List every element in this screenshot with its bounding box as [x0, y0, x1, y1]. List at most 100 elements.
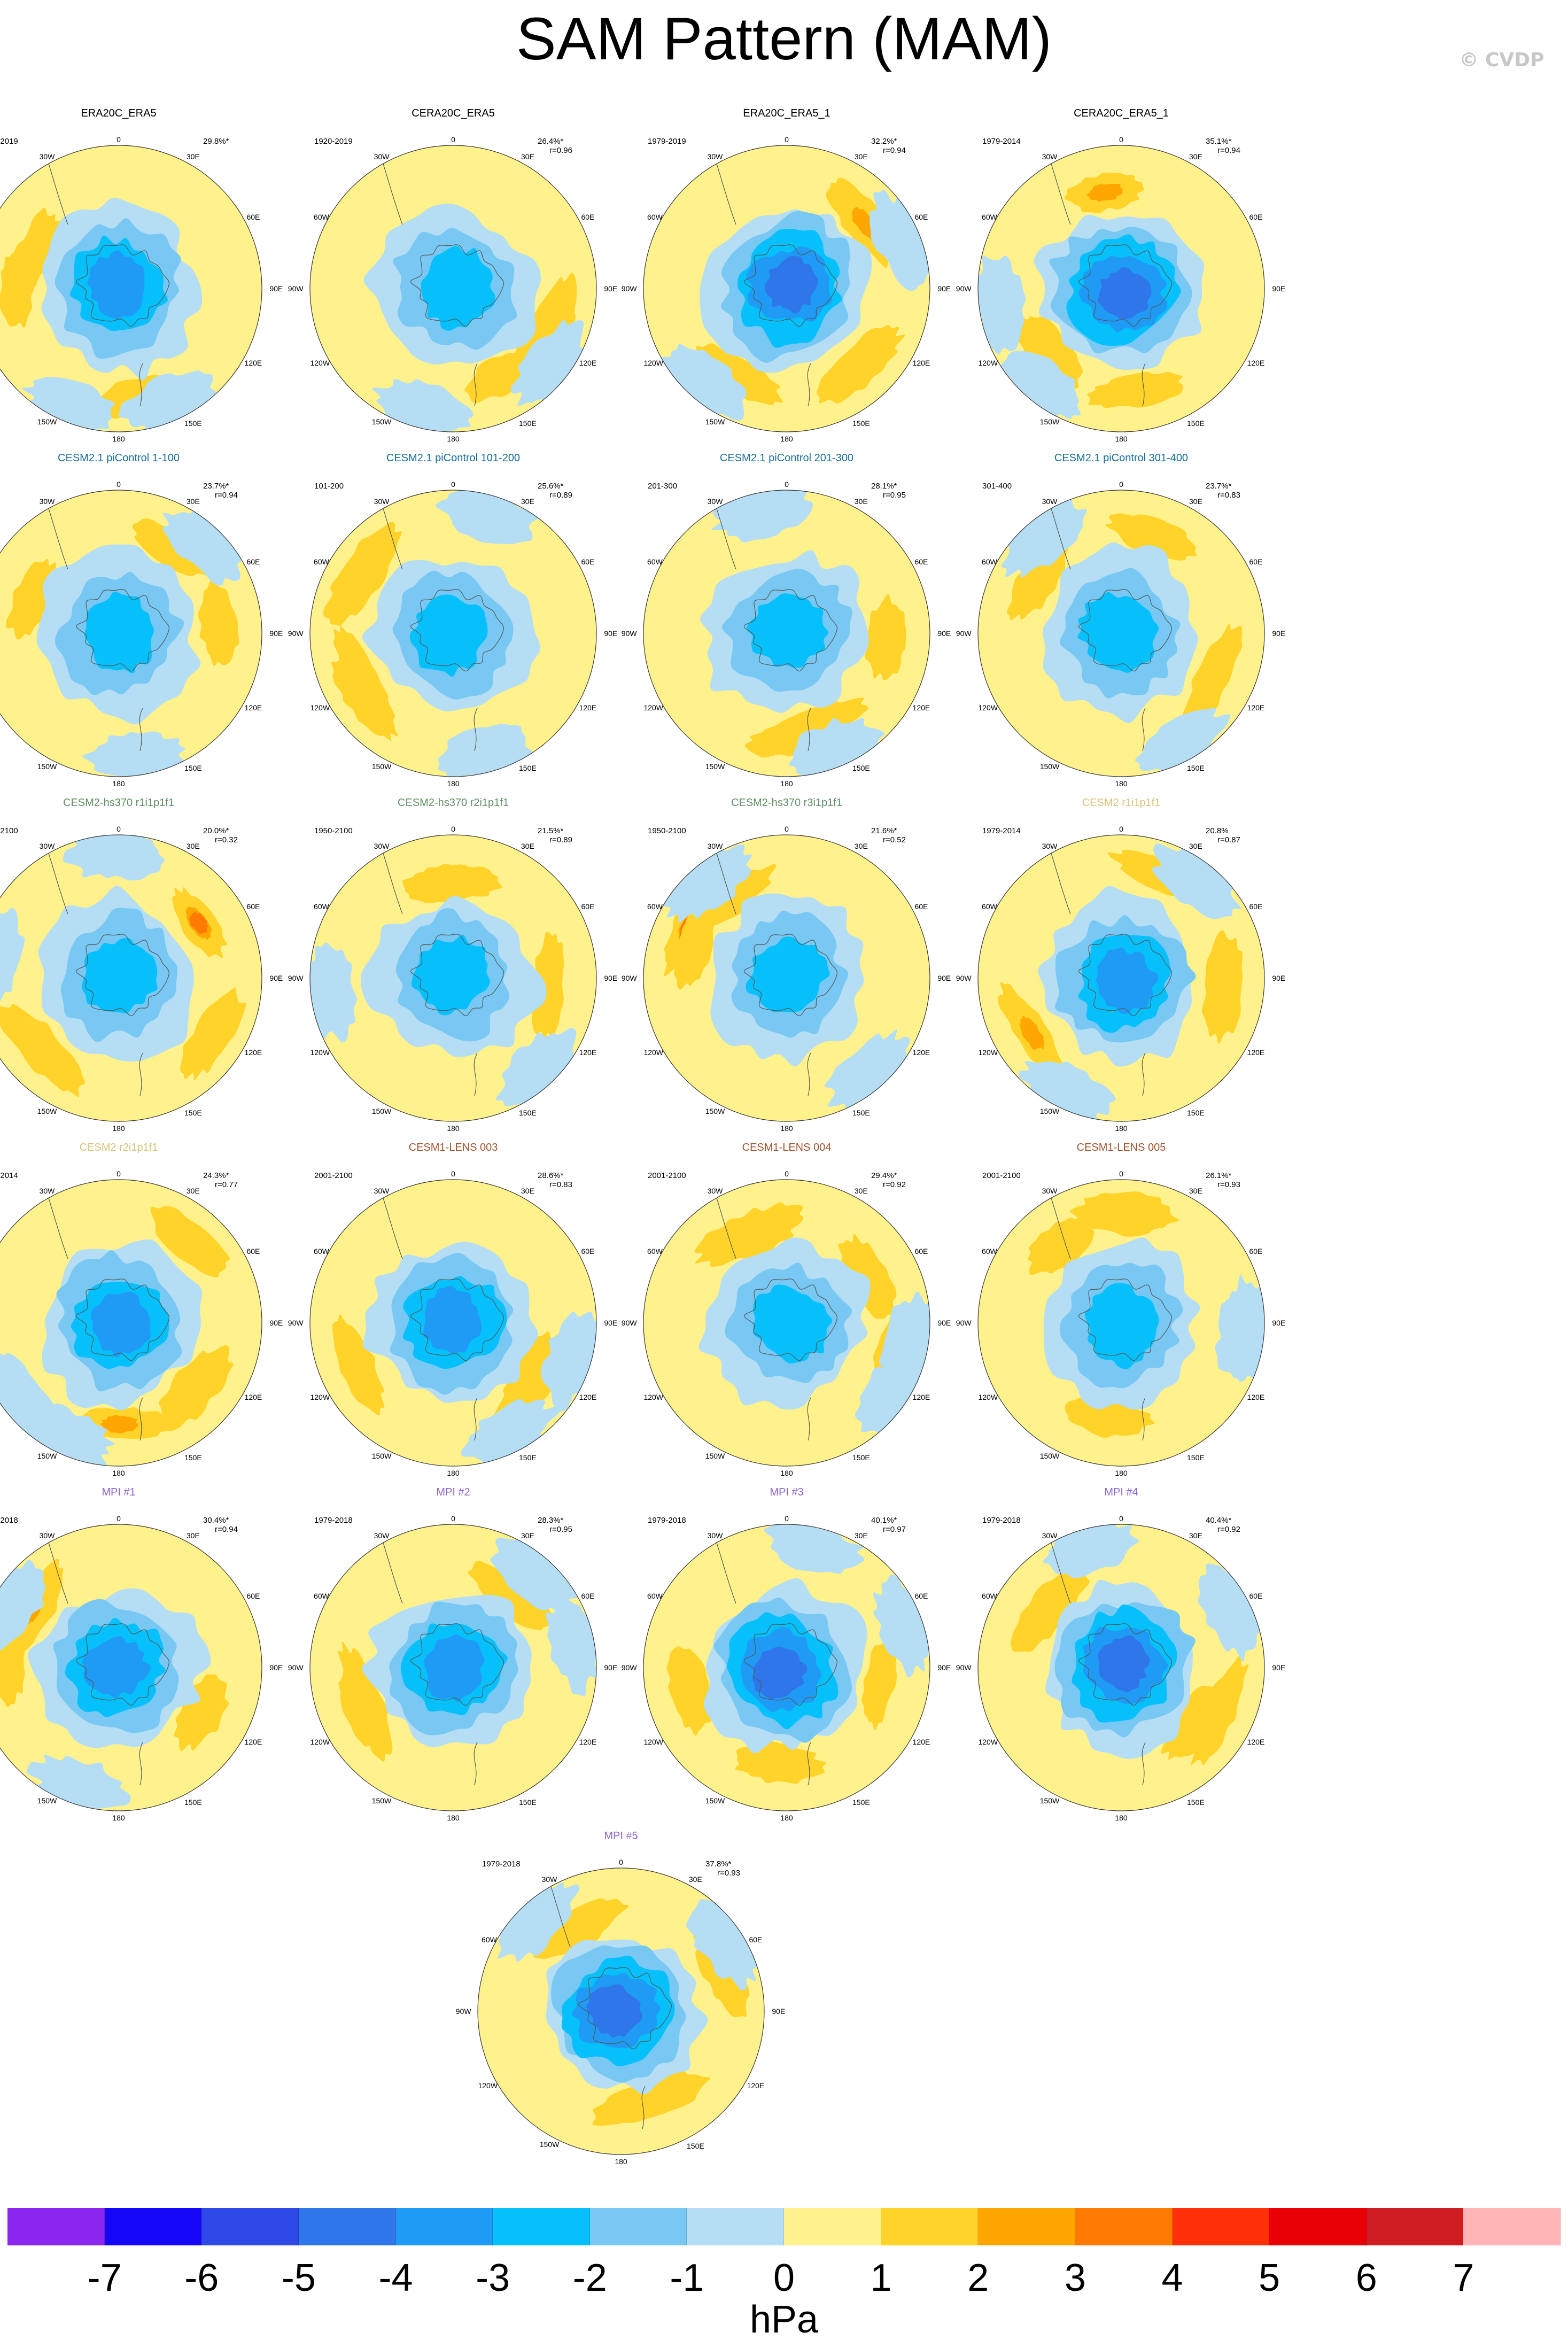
negative-anomaly-contour [421, 245, 495, 331]
longitude-label: 150E [519, 419, 537, 428]
longitude-label: 150W [705, 417, 725, 427]
longitude-label: 30W [1042, 1187, 1058, 1196]
weak-negative-patch [82, 731, 185, 777]
colorbar-box [784, 2208, 881, 2245]
longitude-label: 150W [1039, 1107, 1060, 1116]
variance-explained: 26.1%* [1206, 1171, 1232, 1180]
colorbar-box [298, 2208, 396, 2245]
map-border [309, 145, 597, 432]
map-border [643, 490, 930, 777]
pattern-correlation: r=0.94 [1217, 146, 1240, 155]
longitude-label: 30E [1189, 497, 1202, 506]
longitude-label: 120E [912, 1738, 930, 1747]
panel-title: CESM2 r2i1p1f1 [79, 1142, 158, 1153]
longitude-label: 120E [1247, 1738, 1265, 1747]
polar-map [477, 1867, 765, 2155]
antarctica-coastline [75, 934, 169, 1017]
longitude-label: 60W [647, 213, 663, 221]
longitude-label: 30W [707, 842, 723, 851]
longitude-label: 90E [269, 1663, 283, 1672]
new-zealand-coastline [807, 363, 811, 407]
panel-stats: 40.4%* r=0.92 [1206, 1516, 1240, 1534]
positive-anomaly-lobe [6, 559, 56, 640]
variance-explained: 29.8%* [203, 137, 229, 146]
longitude-label: 30W [374, 497, 390, 506]
longitude-label: 150W [37, 762, 57, 771]
new-zealand-coastline [473, 1397, 478, 1441]
colorbar-box [978, 2208, 1075, 2245]
longitude-label: 180 [780, 435, 793, 444]
longitude-label: 30E [854, 1187, 868, 1196]
weak-negative-patch [711, 490, 813, 543]
contour-field [310, 835, 596, 1121]
positive-anomaly-lobe [1182, 623, 1243, 730]
longitude-label: 0 [785, 480, 789, 489]
map-panel: CESM2 r1i1p1f1 1979-2014 20.8% r=0.87 0 180 90… [950, 796, 1292, 1138]
weak-negative-patch [0, 1560, 46, 1651]
negative-anomaly-contour [423, 1285, 482, 1354]
contour-field [978, 1524, 1264, 1811]
variance-explained: 29.4%* [871, 1171, 897, 1180]
longitude-label: 150W [705, 1107, 725, 1116]
longitude-label: 90W [455, 2007, 471, 2016]
positive-anomaly-core [100, 1415, 138, 1433]
longitude-label: 60E [246, 1247, 260, 1256]
panel-stats: 21.6%* r=0.52 [871, 826, 906, 844]
positive-anomaly-lobe [1070, 1191, 1179, 1237]
longitude-label: 30E [521, 1187, 534, 1196]
longitude-label: 180 [780, 779, 793, 788]
longitude-label: 60W [314, 1592, 329, 1600]
colorbar-box [1075, 2208, 1173, 2245]
longitude-label: 60W [314, 557, 329, 566]
colorbar [7, 2208, 1561, 2245]
longitude-label: 120W [978, 1393, 998, 1402]
longitude-label: 180 [1115, 1814, 1128, 1823]
colorbar-box [1269, 2208, 1367, 2245]
longitude-label: 120E [244, 1048, 262, 1057]
panel-stats: 32.2%* r=0.94 [871, 137, 906, 155]
colorbar-tick-label: 4 [1161, 2257, 1183, 2299]
colorbar-tick-label: 5 [1259, 2257, 1280, 2299]
weak-negative-patch [788, 718, 884, 777]
longitude-label: 180 [447, 435, 460, 444]
map-border [977, 145, 1265, 432]
longitude-label: 60E [749, 1935, 763, 1944]
negative-anomaly-contour [411, 934, 491, 1016]
variance-explained: 37.8%* [705, 1859, 732, 1869]
longitude-label: 150E [687, 2141, 704, 2150]
contour-field [0, 1524, 262, 1811]
map-border [643, 145, 930, 432]
longitude-label: 60E [581, 1592, 595, 1600]
longitude-label: 30W [39, 842, 55, 851]
polar-map [0, 490, 262, 777]
longitude-label: 120E [244, 1393, 262, 1402]
longitude-label: 120E [244, 1738, 262, 1747]
antarctica-coastline [75, 1623, 169, 1706]
polar-map [977, 1179, 1265, 1467]
panel-title: CERA20C_ERA5_1 [1074, 107, 1169, 119]
longitude-label: 120W [643, 359, 664, 368]
variance-explained: 40.4%* [1206, 1516, 1232, 1525]
longitude-label: 120E [1247, 359, 1265, 368]
colorbar-box [1366, 2208, 1464, 2245]
negative-anomaly-contour [1097, 267, 1152, 320]
longitude-label: 150E [184, 763, 202, 772]
positive-anomaly-core [1086, 183, 1124, 202]
weak-negative-patch [498, 1882, 580, 1962]
positive-anomaly-lobe [467, 1561, 555, 1631]
contour-field [643, 1180, 930, 1466]
longitude-label: 150W [37, 417, 57, 427]
longitude-label: 90E [604, 1663, 618, 1672]
longitude-label: 60E [914, 902, 928, 911]
positive-anomaly-lobe [333, 626, 395, 731]
panel-stats: 26.1%* r=0.93 [1206, 1171, 1240, 1189]
longitude-label: 150W [371, 1107, 392, 1116]
map-panel: CESM2.1 piControl 201-300 201-300 28.1%* r=… [616, 452, 958, 794]
positive-anomaly-lobe [817, 325, 905, 404]
map-border [643, 834, 930, 1122]
longitude-label: 150E [1187, 419, 1205, 428]
longitude-label: 120W [478, 2081, 498, 2090]
new-zealand-coastline [1142, 1397, 1146, 1441]
panel-title: CESM2-hs370 r3i1p1f1 [731, 797, 842, 809]
longitude-label: 120E [579, 1738, 597, 1747]
